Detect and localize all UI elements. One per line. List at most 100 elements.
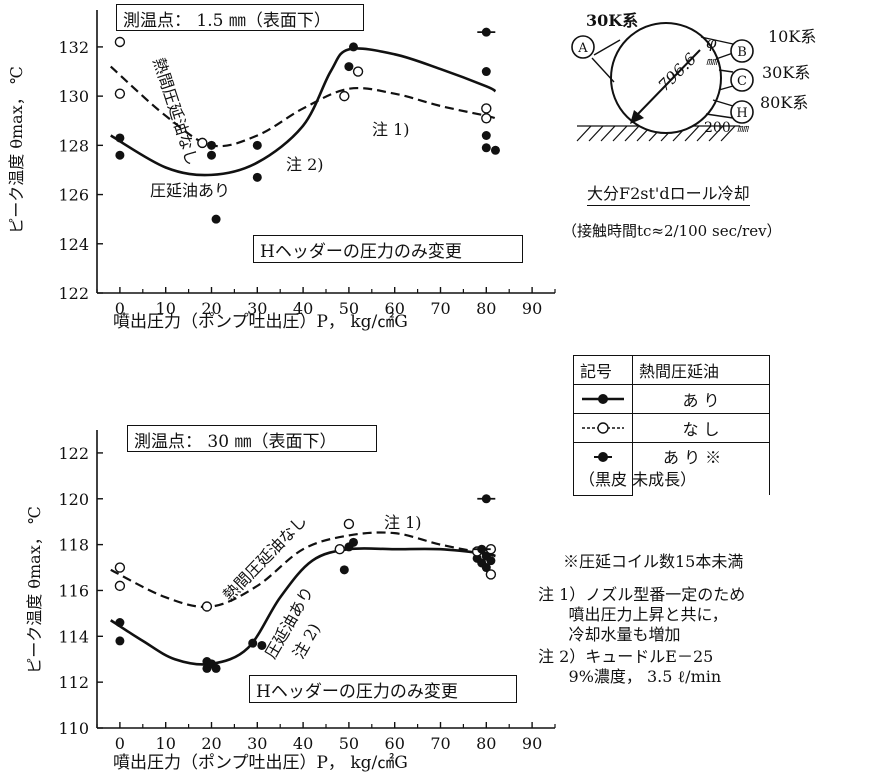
- open-dashed-icon: [582, 422, 624, 434]
- data-point-filled: [486, 556, 496, 566]
- data-point-open: [343, 518, 355, 530]
- x-tick-label: 60: [385, 299, 405, 318]
- x-tick-label: 80: [476, 299, 496, 318]
- chart-bottom: 0 10 20 30 40 50 60 70 80 90 110 112 114 116 118 120 122…: [25, 430, 556, 773]
- data-point-open: [114, 580, 126, 592]
- series-curve-with-oil: [110, 547, 496, 666]
- data-point-open: [201, 601, 213, 612]
- data-point-filled: [115, 150, 125, 160]
- data-point-filled: [481, 143, 491, 153]
- legend-symbol-open: [573, 413, 633, 443]
- x-tick-label: 20: [201, 734, 221, 753]
- data-point-open: [339, 90, 350, 102]
- nozzle-c: C: [718, 68, 754, 92]
- data-point-filled: [211, 663, 221, 673]
- asterisk-note: ※圧延コイル数15本未満: [563, 552, 744, 571]
- data-point-filled: [115, 133, 125, 143]
- note-2: 注 2）キュードルE－25 9%濃度， 3.5 ℓ/min: [538, 647, 722, 686]
- x-axis-label: 噴出圧力（ポンプ吐出圧）P， kg/㎠G: [113, 753, 408, 773]
- data-point-filled: [115, 636, 125, 646]
- x-tick-label: 20: [201, 299, 221, 318]
- chart-annotation: 圧延油あり: [150, 181, 230, 200]
- data-point-open: [485, 569, 497, 580]
- x-tick-label: 40: [293, 299, 313, 318]
- legend-row3-label: あ り ※ （黒皮 未成長）: [579, 442, 770, 495]
- data-point-filled: [348, 42, 358, 52]
- data-point-open: [197, 137, 208, 149]
- data-point-open: [334, 544, 345, 555]
- diameter-unit: ㎜: [706, 55, 718, 68]
- nozzle-b-label: 10K系: [768, 27, 816, 46]
- x-tick-label: 60: [385, 734, 405, 753]
- x-tick-label: 30: [247, 734, 267, 753]
- legend-row2-label: な し: [632, 413, 770, 443]
- series-curve-without-oil: [110, 531, 496, 609]
- data-point-filled: [252, 140, 262, 150]
- nozzle-h-label: 80K系: [760, 93, 808, 112]
- diameter-phi: φ: [706, 34, 717, 52]
- x-tick-label: 10: [156, 734, 176, 753]
- x-tick-label: 90: [522, 299, 542, 318]
- nozzle-h: H: [705, 99, 754, 124]
- nozzle-b-letter: B: [737, 45, 747, 60]
- x-tick-label: 80: [476, 734, 496, 753]
- chart-top: 0 10 20 30 40 50 60 70 80 90 122 124 126 128 130 132 噴出圧…: [7, 10, 556, 332]
- legend-symbol-filled: [573, 384, 633, 414]
- top-chart-condition-box: Hヘッダーの圧力のみ変更: [253, 235, 523, 263]
- y-tick-label: 114: [58, 627, 89, 646]
- y-tick-label: 128: [58, 136, 89, 155]
- nozzle-b: B: [700, 36, 754, 63]
- legend-row1-label: あ り: [632, 384, 770, 414]
- legend-row3-sub: （黒皮 未成長）: [579, 470, 697, 489]
- chart-annotation: 注 2): [286, 155, 324, 174]
- data-point-filled: [248, 638, 258, 648]
- diagram-subcaption: （接触時間tc≈2/100 sec/rev）: [562, 222, 782, 240]
- y-tick-label: 124: [58, 235, 89, 254]
- x-tick-label: 50: [339, 734, 359, 753]
- data-point-filled: [481, 131, 491, 141]
- y-tick-label: 112: [58, 673, 89, 692]
- data-point-open: [114, 562, 126, 573]
- diagram-caption: 大分F2st'dロール冷却: [587, 180, 750, 206]
- data-point-filled: [252, 172, 262, 182]
- legend-row3-main: あ り ※: [663, 448, 722, 467]
- bottom-chart-title: 測温点： 30 ㎜（表面下）: [127, 425, 377, 452]
- diameter-line: [635, 49, 701, 117]
- roll-diagram: A B C H 30K系 10K系 30K系 80K系 796.6 φ ㎜ 20…: [571, 11, 816, 142]
- data-point-open: [481, 103, 492, 114]
- nozzle-a-letter: A: [577, 41, 588, 56]
- diameter-arrowhead: [630, 110, 644, 124]
- data-point-open: [114, 88, 126, 99]
- y-tick-label: 130: [58, 87, 89, 106]
- x-tick-label: 50: [339, 299, 359, 318]
- x-tick-label: 0: [115, 299, 125, 318]
- note-1: 注 1）ノズル型番一定のため 噴出圧力上昇と共に， 冷却水量も増加: [538, 585, 746, 644]
- data-point-filled: [207, 150, 216, 160]
- data-point-filled-dash: [477, 544, 487, 554]
- legend-table: 記号 熱間圧延油 あ り な し あ り ※ （黒皮: [573, 355, 770, 496]
- data-point-filled: [211, 214, 221, 224]
- chart-annotation: 注 1): [372, 120, 410, 139]
- x-tick-label: 70: [430, 299, 450, 318]
- data-point-filled-dash: [481, 27, 491, 37]
- legend-header-oil: 熱間圧延油: [632, 355, 770, 385]
- data-point-open: [114, 36, 126, 48]
- filled-dash-icon: [594, 452, 612, 462]
- data-point-open: [352, 66, 364, 77]
- data-point-filled: [257, 640, 267, 650]
- x-tick-label: 0: [115, 734, 125, 753]
- nozzle-c-letter: C: [737, 74, 747, 89]
- x-tick-label: 40: [293, 734, 313, 753]
- x-tick-label: 10: [156, 299, 176, 318]
- x-tick-label: 70: [430, 734, 450, 753]
- nozzle-h-letter: H: [736, 106, 747, 121]
- data-point-open: [481, 113, 492, 124]
- y-tick-label: 120: [58, 490, 89, 509]
- data-point-filled: [339, 565, 349, 575]
- y-axis-label: ピーク温度 θmax， ℃: [7, 66, 26, 233]
- data-point-filled: [481, 67, 491, 77]
- series-curve-without-oil: [110, 65, 496, 148]
- y-tick-label: 122: [58, 284, 89, 303]
- top-chart-title: 測温点： 1.5 ㎜（表面下）: [116, 4, 364, 31]
- chart-annotation: 注 1): [384, 513, 422, 532]
